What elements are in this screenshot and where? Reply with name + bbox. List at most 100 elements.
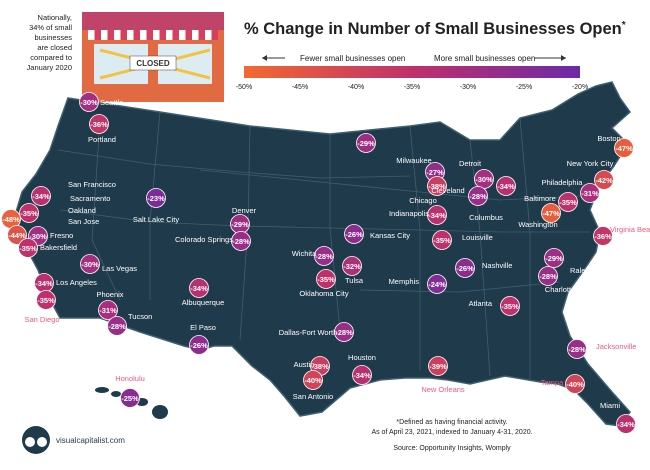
city-bubble (36, 290, 56, 310)
binoculars-icon (22, 426, 50, 454)
city-marker-salt-lake-city: -23% Salt Lake City (133, 188, 179, 224)
city-value: -26% (456, 264, 474, 273)
city-name: Cleveland (431, 186, 464, 195)
city-name: San Jose (68, 217, 99, 226)
city-value: -31% (581, 189, 599, 198)
legend-tick-label: -25% (516, 84, 532, 91)
city-marker-honolulu: -25% Honolulu (115, 374, 145, 408)
city-value: -28% (232, 237, 250, 246)
city-name: Indianapolis (389, 209, 429, 218)
city-value: -44% (8, 231, 26, 240)
city-name: Virginia Beach (610, 225, 650, 234)
legend-tick-label: -35% (404, 84, 420, 91)
city-marker-memphis: -24% Memphis (389, 274, 447, 294)
city-bubble (19, 203, 39, 223)
city-value: -35% (501, 302, 519, 311)
footnote-definition: *Defined as having financial activity. (396, 419, 507, 426)
city-value: -28% (568, 345, 586, 354)
city-name: Honolulu (115, 374, 145, 383)
city-bubble (107, 316, 127, 336)
city-bubble (7, 225, 27, 245)
city-name: Charlotte (545, 285, 575, 294)
city-value: -31% (99, 306, 117, 315)
city-value: -35% (433, 236, 451, 245)
city-value: -36% (90, 120, 108, 129)
city-marker-cleveland: -28% Cleveland (431, 186, 488, 206)
city-name: Wichita (292, 249, 317, 258)
city-marker-philadelphia: -31% Philadelphia (542, 178, 600, 203)
city-name: Miami (600, 401, 620, 410)
city-bubble (18, 238, 38, 258)
city-value: -25% (121, 394, 139, 403)
national-note-line: compared to (30, 53, 72, 62)
city-bubble (565, 374, 585, 394)
city-value: -34% (190, 284, 208, 293)
city-marker-detroit: -30% Detroit (459, 159, 494, 189)
city-bubble (558, 192, 578, 212)
city-bubble (120, 388, 140, 408)
city-value: -27% (426, 168, 444, 177)
city-value: -28% (335, 328, 353, 337)
city-value: -34% (35, 279, 53, 288)
city-value: -29% (357, 139, 375, 148)
city-marker-boston: -47%Boston (597, 134, 634, 158)
city-name: San Diego (24, 315, 59, 324)
city-bubble (432, 230, 452, 250)
city-name: El Paso (190, 323, 216, 332)
city-bubble (427, 205, 447, 225)
city-marker-oklahoma-city: -35% Oklahoma City (299, 269, 349, 298)
hawaii-islands (95, 387, 168, 419)
city-marker-wichita: -28%Wichita (292, 246, 334, 266)
city-bubble (334, 322, 354, 342)
city-value: -34% (497, 182, 515, 191)
city-name: Philadelphia (542, 178, 584, 187)
city-name: Tampa (541, 378, 564, 387)
city-bubble (98, 300, 118, 320)
city-marker-kansas-city: -26% Kansas City (344, 224, 410, 244)
city-name: Phoenix (96, 290, 123, 299)
city-value: -38% (311, 362, 329, 371)
city-marker-baltimore: -35%Baltimore (524, 192, 578, 212)
national-note-line: are closed (37, 43, 72, 52)
city-name: New Orleans (421, 385, 465, 394)
city-name: Sacramento (70, 194, 110, 203)
city-name: Seattle (100, 98, 123, 107)
city-bubble (544, 248, 564, 268)
city-marker-virginia-beach: -36%Virginia Beach (593, 225, 650, 246)
city-name: Colorado Springs (175, 235, 233, 244)
city-bubble (342, 256, 362, 276)
city-marker-seattle: -30% Seattle (79, 92, 123, 112)
city-marker-minneapolis: -29% Minneapolis (342, 119, 382, 153)
city-bubble (455, 258, 475, 278)
city-value: -34% (353, 371, 371, 380)
city-bubble (616, 414, 636, 434)
city-marker-denver: -29% Denver (230, 206, 257, 234)
city-marker-tampa: -40%Tampa (541, 374, 585, 394)
city-value: -35% (559, 198, 577, 207)
national-note-line: Nationally, (38, 13, 72, 22)
city-marker-dallas-fort-worth: -28%Dallas-Fort Worth (279, 322, 354, 342)
city-marker-bakersfield: -35% Bakersfield (18, 238, 77, 258)
color-legend: Fewer small businesses open More small b… (236, 54, 588, 91)
city-bubble (344, 224, 364, 244)
city-bubble (231, 231, 251, 251)
city-value: -29% (545, 254, 563, 263)
city-name: Jacksonville (596, 342, 636, 351)
city-value: -35% (19, 244, 37, 253)
city-name: Las Vegas (102, 264, 137, 273)
city-marker-san-jose: -44% San Jose (7, 217, 99, 245)
city-bubble (428, 356, 448, 376)
city-name: Oakland (68, 206, 96, 215)
city-name: Atlanta (469, 299, 493, 308)
city-name: Los Angeles (56, 278, 97, 287)
city-value: -34% (32, 192, 50, 201)
city-value: -30% (80, 98, 98, 107)
city-marker-atlanta: -35% Atlanta (469, 296, 520, 316)
city-bubble (356, 133, 376, 153)
city-name: Kansas City (370, 231, 410, 240)
city-bubble (468, 186, 488, 206)
city-marker-miami: -34% Miami (600, 401, 636, 434)
city-name: Albuquerque (182, 298, 225, 307)
city-name: Fresno (50, 231, 73, 240)
